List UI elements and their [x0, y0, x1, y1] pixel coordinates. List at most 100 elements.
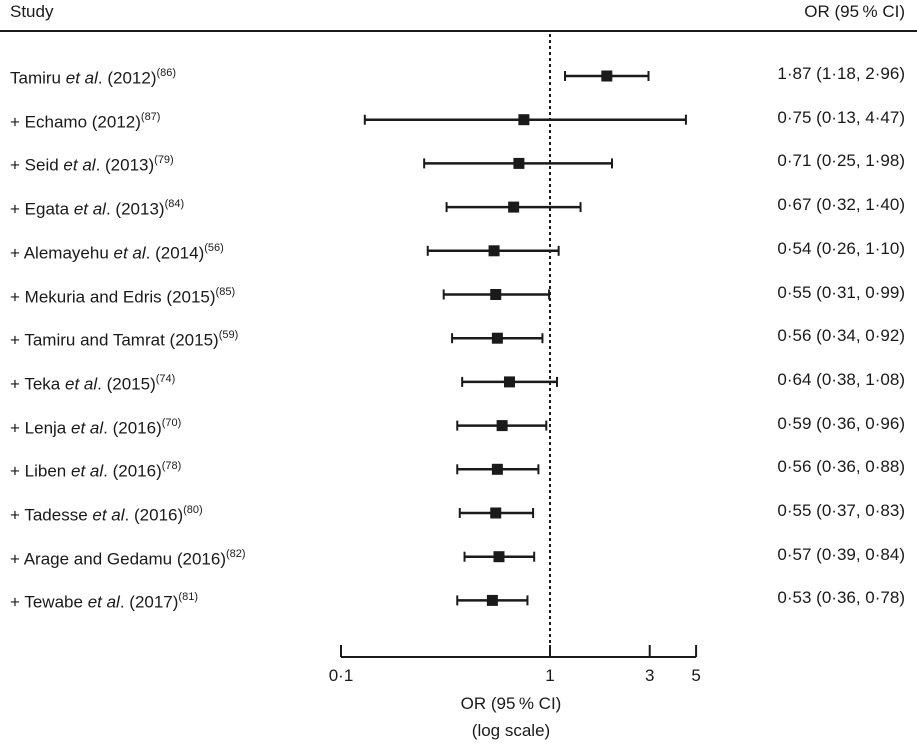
ci-value: 0·56 (0·36, 0·88): [777, 457, 905, 477]
axis-subtitle: (log scale): [471, 721, 551, 740]
study-label-part: (2013): [105, 156, 155, 176]
study-label-part: .: [119, 593, 130, 613]
study-label-part: (2012): [91, 112, 141, 132]
ci-value: 0·57 (0·39, 0·84): [777, 544, 905, 564]
study-label-part: (2016): [134, 505, 184, 525]
study-label-part: +: [10, 461, 25, 481]
study-label-part: (2017): [129, 593, 179, 613]
study-label-part: (2012): [107, 68, 157, 88]
or-point: [490, 507, 502, 519]
header-rule: [0, 30, 917, 32]
study-label-part: +: [10, 199, 25, 219]
ci-value: 0·55 (0·37, 0·83): [777, 501, 905, 520]
or-point: [508, 201, 520, 213]
study-label-part: .: [95, 156, 106, 176]
study-label-part: Tewabe: [24, 593, 83, 613]
ci-value: 0·55 (0·31, 0·99): [777, 282, 905, 302]
study-label-part: (2015): [169, 330, 219, 350]
study-label-part: et al: [65, 374, 98, 394]
study-label-part: (2015): [106, 374, 156, 394]
study-label-part: .: [103, 461, 113, 481]
or-point: [486, 594, 498, 606]
study-label-part: .: [97, 68, 108, 88]
study-label-part: Egata: [24, 199, 70, 219]
ci-value: 0·75 (0·13, 4·47): [777, 107, 905, 127]
study-label: + Alemayehu et al. (2014)(56): [10, 239, 224, 264]
study-label-part: +: [10, 330, 25, 350]
study-label-part: et al: [73, 199, 106, 219]
ci-value: 0·71 (0·25, 1·98): [777, 151, 905, 171]
or-point: [601, 70, 613, 82]
study-ref: (78): [161, 460, 182, 473]
study-label: + Mekuria and Edris (2015)(85): [10, 283, 235, 308]
study-label-part: (2014): [155, 243, 205, 263]
x-tick-label: 3: [645, 666, 654, 685]
study-label-part: et al: [87, 593, 120, 613]
study-label-part: Alemayehu: [23, 243, 109, 263]
ci-value: 0·56 (0·34, 0·92): [777, 326, 905, 346]
study-label: + Echamo (2012)(87): [10, 108, 160, 133]
study-label-part: +: [10, 243, 24, 263]
study-ref: (87): [140, 110, 161, 123]
or-point: [503, 376, 515, 388]
study-label: + Tewabe et al. (2017)(81): [10, 588, 198, 613]
x-tick-label: 5: [691, 666, 700, 685]
or-point: [491, 463, 503, 475]
study-label-part: +: [10, 374, 25, 394]
study-label-part: .: [97, 374, 107, 394]
study-label-part: et al: [63, 156, 96, 176]
or-point: [488, 245, 500, 257]
study-ref: (86): [156, 67, 177, 79]
axis-title: OR (95 % CI): [460, 694, 562, 713]
study-label-part: Tamiru: [10, 68, 62, 88]
study-label-part: Tamiru and Tamrat: [24, 330, 165, 350]
study-ref: (85): [215, 285, 236, 298]
study-label-part: et al: [71, 461, 104, 481]
study-ref: (79): [154, 154, 174, 167]
or-point: [518, 114, 530, 126]
study-label-part: Tadesse: [24, 505, 88, 525]
ci-value: 1·87 (1·18, 2·96): [777, 64, 905, 83]
study-label: + Tadesse et al. (2016)(80): [10, 501, 203, 526]
x-tick-label: 1: [545, 666, 554, 685]
study-ref: (84): [164, 198, 185, 211]
or-point: [496, 420, 508, 432]
study-ref: (80): [183, 504, 203, 516]
ci-column-header: OR (95 % CI): [804, 2, 905, 21]
study-ref: (56): [204, 241, 224, 254]
study-label-part: (2016): [112, 461, 162, 481]
study-label-part: .: [105, 199, 116, 219]
study-ref: (82): [225, 547, 246, 560]
or-point: [490, 289, 502, 300]
study-label-part: Seid: [24, 156, 59, 176]
study-label: + Egata et al. (2013)(84): [10, 195, 184, 220]
study-label-part: .: [145, 243, 156, 263]
study-ref: (59): [218, 329, 239, 342]
study-label-part: Mekuria and Edris: [24, 287, 162, 307]
study-label-part: (2013): [115, 199, 165, 219]
study-label-part: et al: [113, 243, 146, 263]
ci-value: 0·59 (0·36, 0·96): [777, 413, 905, 433]
study-label-part: Arage and Gedamu: [23, 549, 173, 569]
study-label-part: +: [10, 549, 24, 569]
study-label-part: .: [124, 505, 134, 525]
study-label-part: +: [10, 505, 25, 525]
study-label: Tamiru et al. (2012)(86): [10, 64, 176, 89]
study-ref: (81): [178, 591, 198, 604]
study-label: + Lenja et al. (2016)(70): [10, 414, 181, 439]
study-label: + Seid et al. (2013)(79): [10, 151, 174, 176]
ci-value: 0·64 (0·38, 1·08): [777, 369, 905, 389]
study-label: + Teka et al. (2015)(74): [10, 370, 175, 395]
study-label-part: (2016): [112, 418, 162, 438]
study-label-part: et al: [65, 68, 98, 88]
study-label: + Liben et al. (2016)(78): [10, 457, 181, 482]
study-label-part: (2015): [166, 287, 216, 307]
or-point: [493, 551, 505, 563]
study-ref: (70): [161, 416, 182, 429]
study-label-part: +: [10, 418, 25, 438]
study-label-part: (2016): [176, 549, 226, 569]
study-label-part: Echamo: [24, 112, 88, 132]
study-label-part: Lenja: [24, 418, 67, 438]
study-label-part: +: [10, 287, 25, 307]
